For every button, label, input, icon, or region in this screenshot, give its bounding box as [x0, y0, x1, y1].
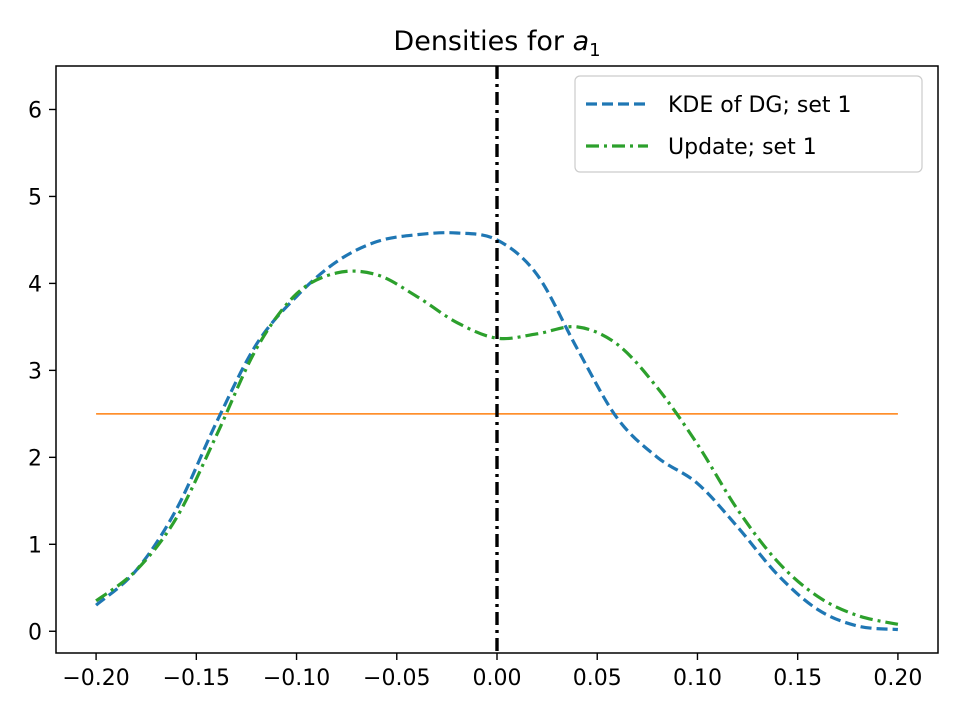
- y-tick-label: 5: [28, 185, 42, 210]
- chart-title: Densities for a1: [393, 26, 600, 61]
- legend-label: Update; set 1: [668, 135, 817, 160]
- x-tick-label: −0.15: [163, 666, 230, 691]
- chart-title-text: Densities for: [393, 26, 572, 57]
- y-tick-label: 4: [28, 272, 42, 297]
- y-tick-label: 6: [28, 98, 42, 123]
- y-tick-label: 3: [28, 359, 42, 384]
- x-tick-label: −0.10: [263, 666, 330, 691]
- x-tick-label: −0.20: [62, 666, 129, 691]
- x-tick-label: 0.05: [573, 666, 622, 691]
- chart-title-math-subscript: 1: [589, 40, 600, 61]
- y-tick-label: 0: [28, 620, 42, 645]
- x-tick-label: 0.15: [773, 666, 822, 691]
- x-axis: −0.20 −0.15 −0.10 −0.05 0.00 0.05 0.10 0.15 0.20: [62, 653, 922, 691]
- chart-title-math: a: [573, 26, 590, 57]
- y-axis: 0 1 2 3 4 5 6: [28, 98, 56, 645]
- legend-box: [574, 75, 923, 173]
- series-line-update-set-1: [95, 269, 899, 626]
- series-line-kde-of-dg-set-1: [95, 231, 899, 632]
- x-tick-label: 0.20: [873, 666, 922, 691]
- legend: KDE of DG; set 1 Update; set 1: [574, 75, 923, 173]
- y-tick-label: 2: [28, 446, 42, 471]
- x-tick-label: 0.00: [473, 666, 522, 691]
- legend-label: KDE of DG; set 1: [668, 93, 851, 118]
- x-tick-label: 0.10: [673, 666, 722, 691]
- y-tick-label: 1: [28, 533, 42, 558]
- plot-area: −0.20 −0.15 −0.10 −0.05 0.00 0.05 0.10 0.15 0.20…: [28, 65, 939, 691]
- x-tick-label: −0.05: [363, 666, 430, 691]
